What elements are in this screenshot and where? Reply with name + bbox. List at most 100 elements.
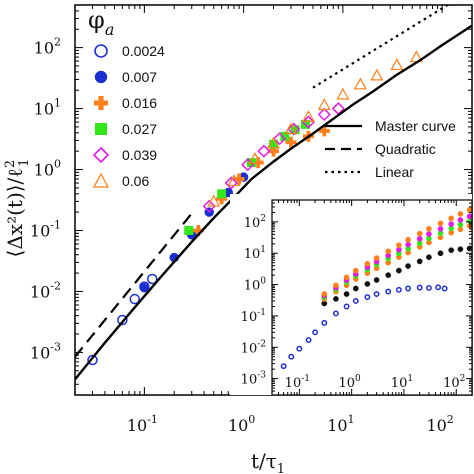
y-tick-label: 10-2 [30, 279, 61, 301]
main-data-layer [87, 50, 423, 366]
inset-point-0.007 [426, 254, 432, 261]
inset-point-0.007 [364, 281, 371, 287]
line-legend-entry: Master curve [325, 118, 456, 134]
y-tick-label: 100 [244, 277, 267, 294]
inset-point-0.06 [426, 226, 432, 232]
phi-legend: φa 0.0024 0.007 0.016 0.027 0.039 0.06 [88, 6, 165, 189]
data-point-0.027 [217, 189, 227, 199]
x-tick-label: 102 [443, 374, 465, 391]
data-point-0.06 [353, 77, 367, 90]
data-point-0.039 [287, 122, 301, 136]
inset-chart: 10-1 100 101 102 10-3 10-2 10-1 100 101 102 [230, 194, 473, 396]
legend-entry: 0.016 [94, 95, 157, 111]
line-legend-label: Master curve [375, 118, 456, 134]
inset-point-0.06 [352, 267, 359, 274]
y-tick-label: 10-1 [30, 218, 61, 240]
legend-entry: 0.0024 [94, 43, 165, 59]
data-point-0.06 [207, 194, 221, 207]
inset-point-0.06 [457, 211, 464, 217]
x-tick-label: 102 [426, 413, 453, 435]
inset-point-0.06 [333, 282, 339, 289]
inset-point-0.06 [405, 236, 411, 243]
data-point-0.0024 [87, 354, 98, 366]
data-point-0.0024 [146, 273, 158, 285]
data-point-0.027 [269, 139, 278, 149]
linear-line [312, 5, 450, 89]
data-point-0.039 [317, 107, 331, 122]
data-point-0.06 [336, 87, 350, 100]
master-curve-line [75, 24, 472, 381]
inset-point-0.0024 [385, 288, 392, 295]
inset-point-0.06 [321, 291, 328, 297]
inset-point-0.0024 [364, 294, 371, 301]
data-point-0.027 [290, 125, 300, 135]
legend-marker-0.0024 [94, 44, 108, 58]
inset-point-0.039 [416, 235, 423, 242]
y-axis-title: ⟨Δx²(t)⟩/ℓ21 [3, 159, 32, 258]
inset-point-0.016 [457, 226, 464, 233]
x-tick-label: 10-1 [127, 413, 158, 435]
inset-point-0.039 [457, 217, 464, 223]
data-point-0.06 [227, 174, 241, 187]
inset-point-0.0024 [352, 298, 359, 304]
inset-point-0.0024 [405, 285, 412, 292]
inset-point-0.007 [373, 277, 380, 283]
x-tick-label: 101 [327, 413, 354, 435]
data-point-0.06 [284, 122, 298, 135]
inset-point-0.06 [373, 255, 380, 261]
legend-entry: 0.039 [92, 146, 157, 164]
line-legend-entry: Linear [325, 164, 414, 180]
data-point-0.027 [280, 131, 290, 141]
data-point-0.06 [370, 68, 384, 81]
legend-marker-0.027 [95, 123, 107, 135]
legend-marker-0.007 [94, 70, 108, 84]
line-legend: Master curve Quadratic Linear [325, 118, 456, 180]
data-point-0.06 [248, 152, 262, 164]
y-tick-label: 102 [34, 36, 61, 58]
y-tick-label: 10-3 [241, 371, 267, 388]
inset-point-0.007 [343, 291, 350, 297]
inset-point-0.0024 [312, 329, 319, 336]
inset-point-0.0024 [288, 353, 295, 360]
inset-point-0.0024 [332, 310, 339, 317]
inset-x-axis-ticks: 10-1 100 101 102 [271, 200, 473, 395]
line-legend-entry: Quadratic [325, 141, 436, 157]
inset-point-0.0024 [416, 284, 423, 291]
data-point-0.039 [224, 176, 238, 190]
inset-point-0.0024 [441, 285, 448, 292]
data-point-0.039 [202, 199, 216, 213]
inset-point-0.007 [396, 267, 402, 274]
y-tick-label: 101 [244, 245, 266, 262]
x-tick-label: 100 [228, 413, 255, 435]
y-tick-label: 10-1 [241, 308, 266, 325]
inset-point-0.06 [448, 215, 455, 222]
legend-label: 0.016 [122, 95, 157, 111]
inset-point-0.06 [437, 220, 444, 227]
inset-point-0.06 [364, 260, 371, 267]
inset-point-0.06 [396, 242, 402, 249]
inset-background [230, 194, 472, 395]
inset-point-0.007 [466, 245, 472, 252]
data-point-0.06 [301, 110, 315, 122]
inset-point-0.007 [352, 285, 359, 292]
data-point-0.007 [139, 282, 150, 293]
inset-point-0.0024 [280, 363, 287, 370]
legend-label: 0.06 [122, 173, 149, 189]
inset-point-0.0024 [373, 291, 380, 297]
inset-point-0.0024 [321, 319, 328, 326]
y-tick-label: 101 [34, 97, 61, 119]
data-point-0.016 [285, 136, 297, 148]
legend-title: φa [88, 6, 114, 39]
data-point-0.06 [390, 58, 404, 71]
data-point-0.06 [317, 98, 331, 110]
data-point-0.027 [184, 225, 194, 235]
inset-point-0.06 [416, 230, 423, 237]
inset-point-0.0024 [305, 337, 312, 343]
legend-entry: 0.007 [94, 69, 157, 85]
y-tick-label: 10-3 [30, 340, 61, 362]
inset-point-0.007 [333, 296, 339, 302]
line-legend-label: Quadratic [375, 141, 436, 157]
legend-marker-0.016 [94, 96, 108, 110]
y-tick-label: 100 [34, 158, 61, 180]
